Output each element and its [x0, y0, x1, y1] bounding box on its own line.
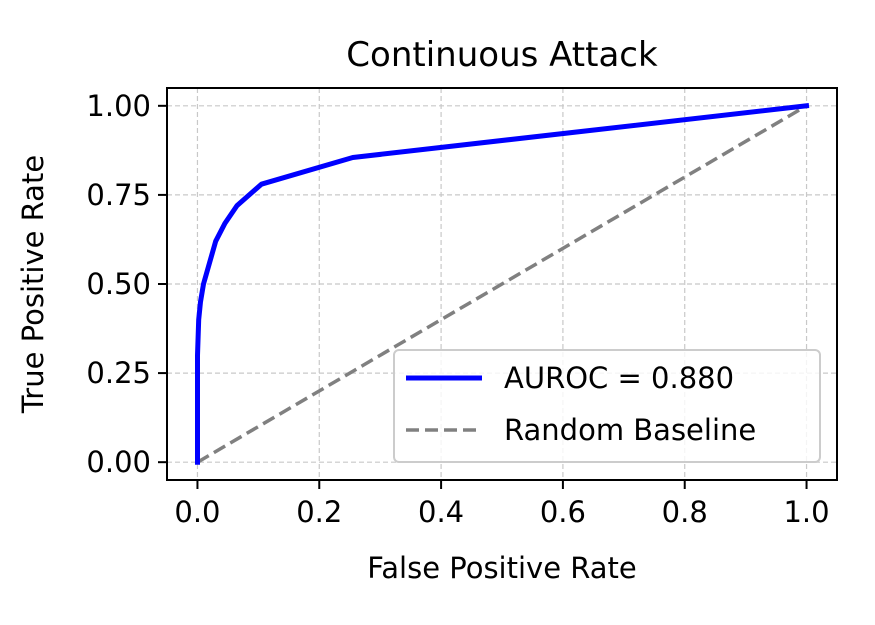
y-tick-label: 0.25: [86, 356, 151, 390]
series-line-random-baseline: [196, 104, 808, 464]
x-tick-label: 0.4: [418, 495, 464, 529]
legend: AUROC = 0.880 Random Baseline: [393, 349, 821, 463]
series-layer: [195, 103, 810, 465]
legend-label-auroc: AUROC = 0.880: [504, 361, 734, 395]
y-tick-label: 0.75: [86, 178, 151, 212]
ticks: 0.0 0.2 0.4 0.6 0.8 1.0 0.00 0.25 0.50 0.75 1.00: [86, 89, 829, 529]
x-tick-label: 0.2: [296, 495, 342, 529]
legend-box: [393, 349, 821, 463]
x-tick-label: 0.0: [174, 495, 220, 529]
x-axis-label: False Positive Rate: [367, 551, 637, 585]
series-line-auroc: [195, 103, 810, 465]
y-tick-label: 1.00: [86, 89, 151, 123]
chart-title: Continuous Attack: [346, 35, 658, 75]
x-tick-label: 1.0: [783, 495, 829, 529]
x-tick-label: 0.6: [540, 495, 586, 529]
y-axis-label: True Positive Rate: [16, 155, 50, 414]
grid: [167, 88, 837, 480]
x-tick-label: 0.8: [662, 495, 708, 529]
y-tick-label: 0.50: [86, 267, 151, 301]
y-tick-label: 0.00: [86, 445, 151, 479]
legend-label-random-baseline: Random Baseline: [504, 413, 756, 447]
